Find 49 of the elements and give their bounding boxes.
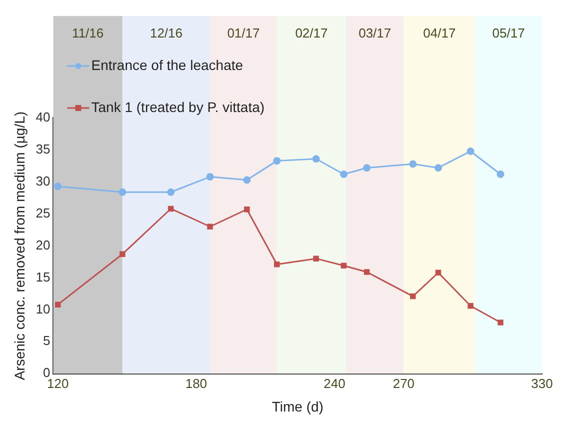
band-label: 05/17 <box>492 26 525 41</box>
band-label: 11/16 <box>72 26 104 41</box>
legend-label: Entrance of the leachate <box>91 56 244 73</box>
point <box>118 188 126 196</box>
point <box>206 173 214 181</box>
y-tick-label: 30 <box>36 173 50 188</box>
point <box>168 206 174 212</box>
legend-label: Tank 1 (treated by P. vittata) <box>91 98 265 115</box>
y-tick-label: 25 <box>36 205 50 220</box>
point <box>364 269 370 275</box>
point <box>410 293 416 300</box>
point <box>496 170 504 178</box>
y-tick-label: 15 <box>36 269 50 284</box>
point <box>498 320 504 326</box>
point <box>55 302 61 308</box>
point <box>120 251 126 257</box>
band-label: 12/16 <box>150 26 182 41</box>
y-tick-label: 20 <box>36 237 50 252</box>
point <box>243 176 251 184</box>
band-label: 03/17 <box>358 26 392 41</box>
y-tick-label: 40 <box>36 110 50 125</box>
point <box>244 206 250 212</box>
point <box>167 188 175 196</box>
point <box>340 262 347 268</box>
point <box>466 147 474 155</box>
point <box>207 224 213 230</box>
point <box>312 155 320 163</box>
x-tick-label: 270 <box>392 376 415 391</box>
band-label: 01/17 <box>227 26 260 41</box>
y-tick-label: 5 <box>43 333 50 348</box>
band-label: 04/17 <box>423 26 456 41</box>
y-tick-label: 35 <box>36 142 50 157</box>
y-tick-label: 10 <box>36 301 50 316</box>
point <box>434 164 442 172</box>
point <box>54 182 62 190</box>
point <box>363 164 371 172</box>
band-label: 02/17 <box>295 26 328 41</box>
y-axis-title: Arsenic conc. removed from medium (µg/L) <box>11 111 28 380</box>
point <box>340 170 348 178</box>
point <box>435 270 442 276</box>
point <box>274 261 280 268</box>
x-tick-label: 180 <box>185 376 208 391</box>
point <box>409 160 417 168</box>
x-tick-label: 330 <box>531 376 553 391</box>
point <box>273 157 281 165</box>
x-tick-label: 240 <box>324 376 346 391</box>
point <box>468 302 474 309</box>
x-axis-title: Time (d) <box>272 398 324 414</box>
point <box>313 256 319 262</box>
